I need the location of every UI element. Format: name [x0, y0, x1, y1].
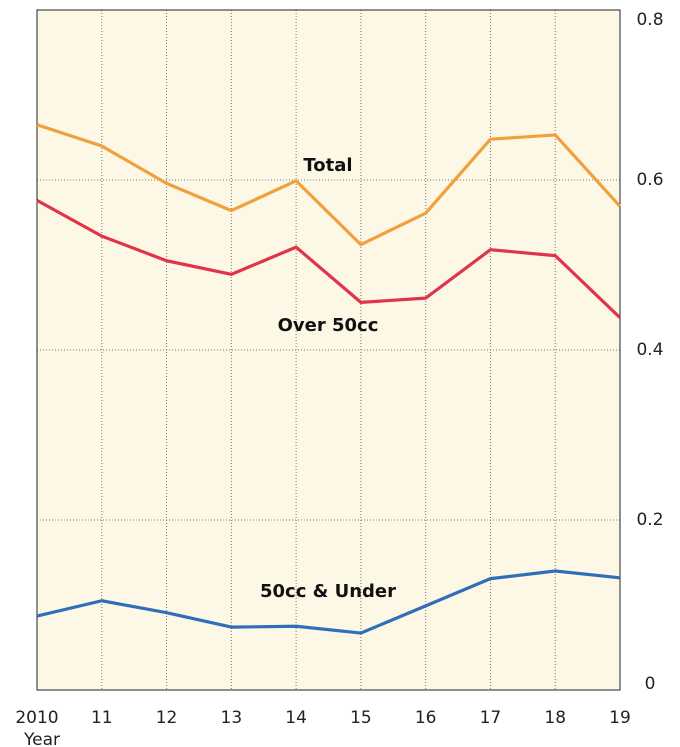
series-label: Over 50cc: [278, 315, 379, 336]
series-line: [36, 569, 621, 635]
y-tick-label: 0.8: [636, 10, 663, 30]
x-tick-label: 15: [350, 708, 372, 728]
x-axis-label: Year: [23, 730, 60, 747]
x-tick-label: 12: [156, 708, 178, 728]
x-tick-label: 11: [91, 708, 113, 728]
series-label: 50cc & Under: [260, 581, 396, 602]
y-tick-label: 0.4: [636, 340, 663, 360]
x-tick-label: 19: [609, 708, 631, 728]
x-tick-label: 2010: [15, 708, 58, 728]
y-tick-label: 0: [645, 674, 656, 694]
y-tick-label: 0.2: [636, 510, 663, 530]
y-tick-label: 0.6: [636, 170, 663, 190]
x-tick-label: 16: [415, 708, 437, 728]
plot-border: [36, 9, 621, 691]
series-label: Total: [303, 155, 352, 176]
x-tick-label: 18: [544, 708, 566, 728]
x-tick-label: 14: [285, 708, 307, 728]
x-tick-label: 13: [221, 708, 243, 728]
x-tick-label: 17: [480, 708, 502, 728]
series-line: [36, 198, 622, 319]
series-line: [36, 123, 622, 247]
